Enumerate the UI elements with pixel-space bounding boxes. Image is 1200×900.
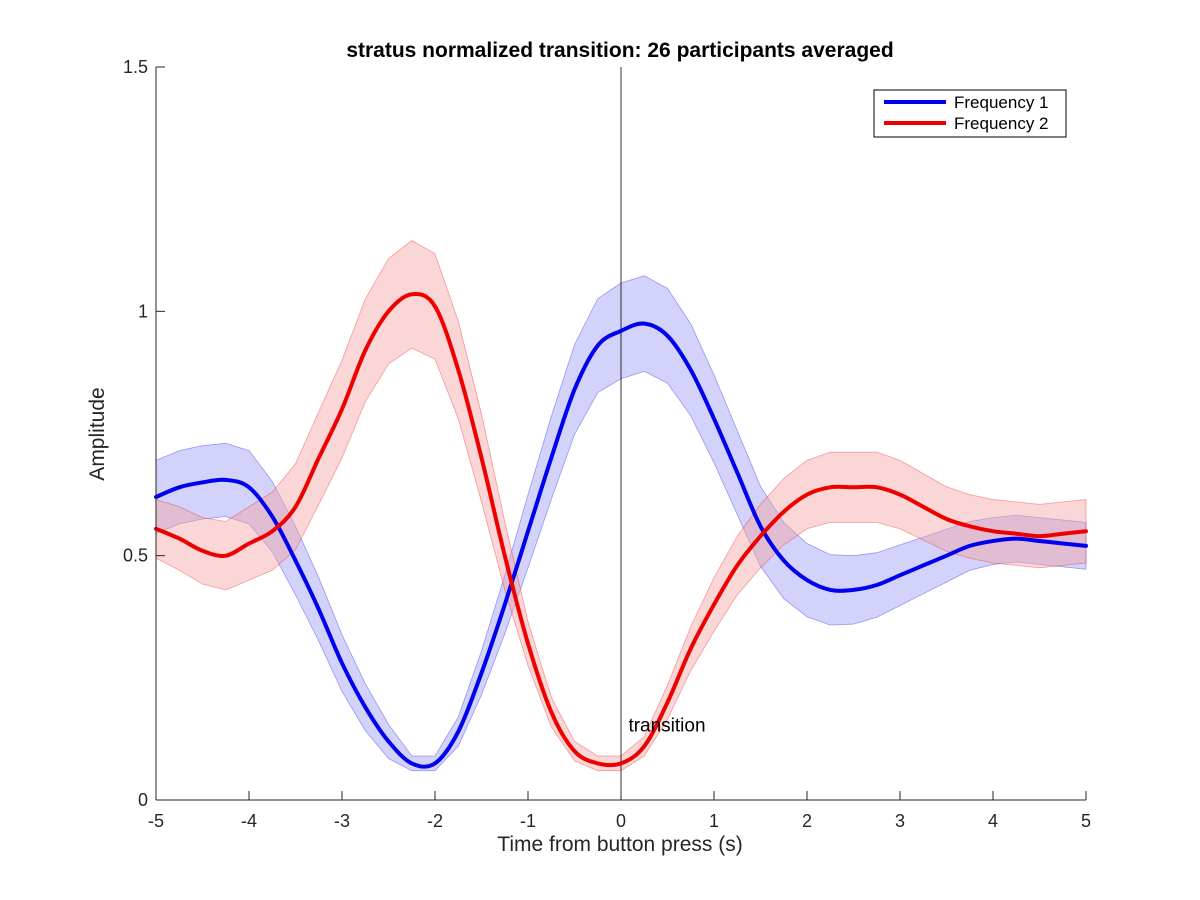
line-frequency-1 <box>154 321 1088 769</box>
x-tick-label: 3 <box>895 811 905 831</box>
x-tick-label: 0 <box>616 811 626 831</box>
y-tick-label: 1 <box>138 301 148 321</box>
x-tick-label: 5 <box>1081 811 1091 831</box>
x-tick-label: -2 <box>427 811 443 831</box>
x-tick-label: -1 <box>520 811 536 831</box>
line-frequency-2 <box>154 291 1088 768</box>
x-axis-label: Time from button press (s) <box>497 833 742 856</box>
y-tick-label: 0 <box>138 790 148 810</box>
y-tick-label: 1.5 <box>123 57 148 77</box>
y-axis-label: Amplitude <box>86 387 109 480</box>
y-tick-label: 0.5 <box>123 546 148 566</box>
legend: Frequency 1 Frequency 2 <box>873 89 1067 138</box>
legend-box <box>873 89 1067 138</box>
x-tick-label: 2 <box>802 811 812 831</box>
legend-label-frequency-1: Frequency 1 <box>954 93 1049 112</box>
series-lines <box>154 291 1088 769</box>
x-tick-label: -3 <box>334 811 350 831</box>
chart-title: stratus normalized transition: 26 partic… <box>346 39 893 62</box>
transition-annotation: transition <box>628 716 705 737</box>
band-frequency-2 <box>155 240 1087 772</box>
x-tick-label: -4 <box>241 811 257 831</box>
x-tick-label: 1 <box>709 811 719 831</box>
legend-label-frequency-2: Frequency 2 <box>954 114 1049 133</box>
x-tick-label: -5 <box>148 811 164 831</box>
x-tick-label: 4 <box>988 811 998 831</box>
tick-marks: -5 -4 -3 -2 -1 0 1 2 3 4 5 0 0.5 1 1.5 <box>123 57 1091 831</box>
